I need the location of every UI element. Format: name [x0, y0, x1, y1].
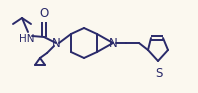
Text: HN: HN	[19, 34, 35, 44]
Text: S: S	[155, 67, 163, 80]
Text: N: N	[109, 36, 117, 49]
Text: O: O	[39, 7, 49, 20]
Text: N: N	[52, 36, 60, 49]
